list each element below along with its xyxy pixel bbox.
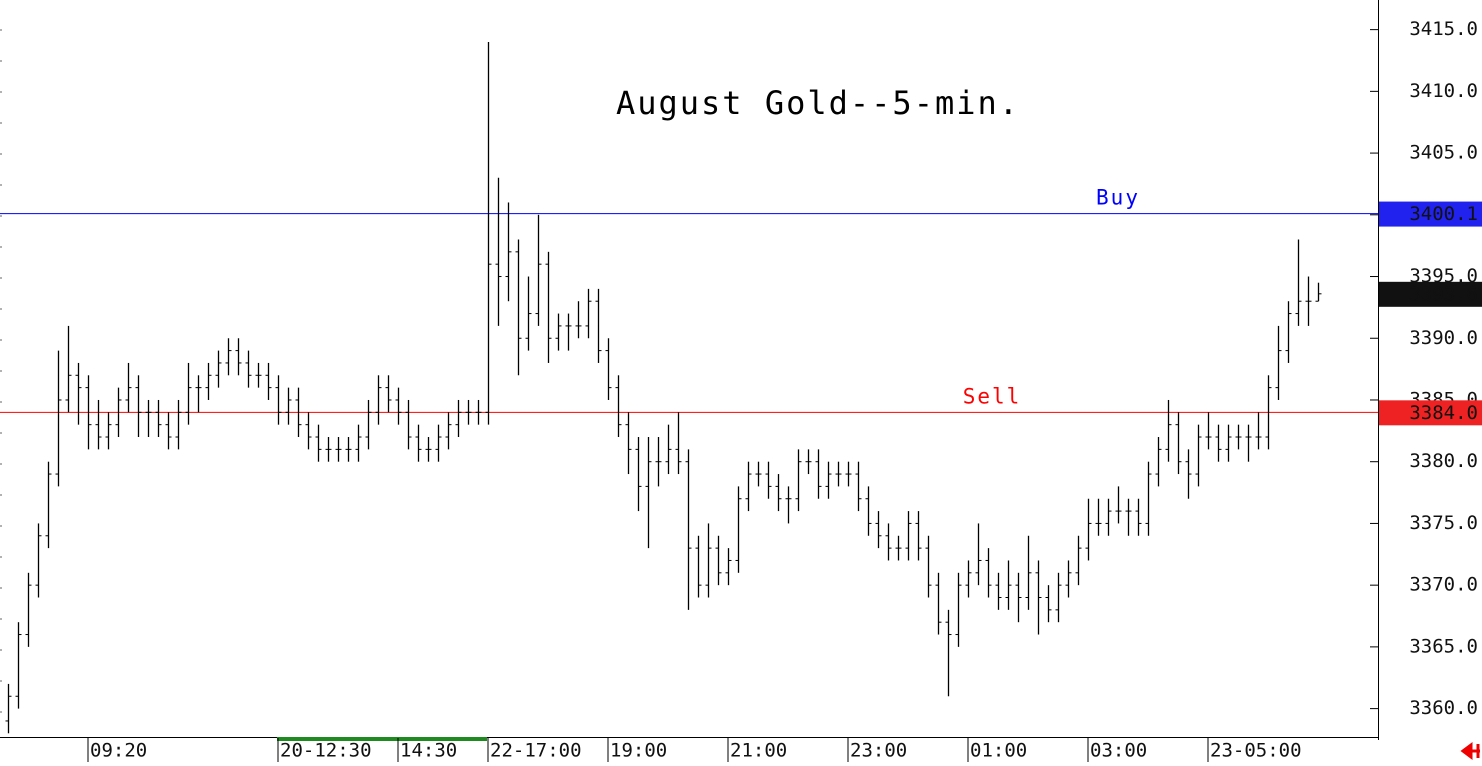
x-tick-label: 23:00 (850, 740, 907, 762)
y-tick-label: 3360.0 (1409, 697, 1478, 719)
y-tick-label: 3375.0 (1409, 512, 1478, 534)
x-tick-label: 23-05:00 (1210, 740, 1302, 762)
y-tick-label: 3380.0 (1409, 450, 1478, 472)
y-tick-label: 3370.0 (1409, 574, 1478, 596)
scroll-arrow[interactable] (1460, 742, 1480, 760)
y-tick-label: 3415.0 (1409, 18, 1478, 40)
level-box (1379, 201, 1482, 227)
x-tick-label: 19:00 (610, 740, 667, 762)
x-tick-label: 14:30 (400, 740, 457, 762)
session-marker (277, 737, 487, 741)
chart-title: August Gold--5-min. (616, 84, 1020, 122)
x-tick-label: 20-12:30 (280, 740, 372, 762)
y-tick-label: 3390.0 (1409, 327, 1478, 349)
level-value: 3384.0 (1409, 402, 1478, 424)
x-tick-label: 21:00 (730, 740, 787, 762)
x-tick-label: 22-17:00 (490, 740, 582, 762)
last-price-box (1379, 281, 1482, 307)
level-name: Buy (1096, 186, 1140, 210)
x-tick-label: 03:00 (1090, 740, 1147, 762)
y-tick-label: 3395.0 (1409, 265, 1478, 287)
y-tick-label: 3405.0 (1409, 142, 1478, 164)
level-name: Sell (963, 384, 1022, 408)
y-tick-label: 3365.0 (1409, 635, 1478, 657)
level-box (1379, 400, 1482, 426)
y-tick-label: 3410.0 (1409, 80, 1478, 102)
x-tick-label: 01:00 (970, 740, 1027, 762)
x-tick-label: 09:20 (90, 740, 147, 762)
last-price: 3393.6 (1409, 283, 1478, 305)
level-value: 3400.1 (1409, 203, 1478, 225)
